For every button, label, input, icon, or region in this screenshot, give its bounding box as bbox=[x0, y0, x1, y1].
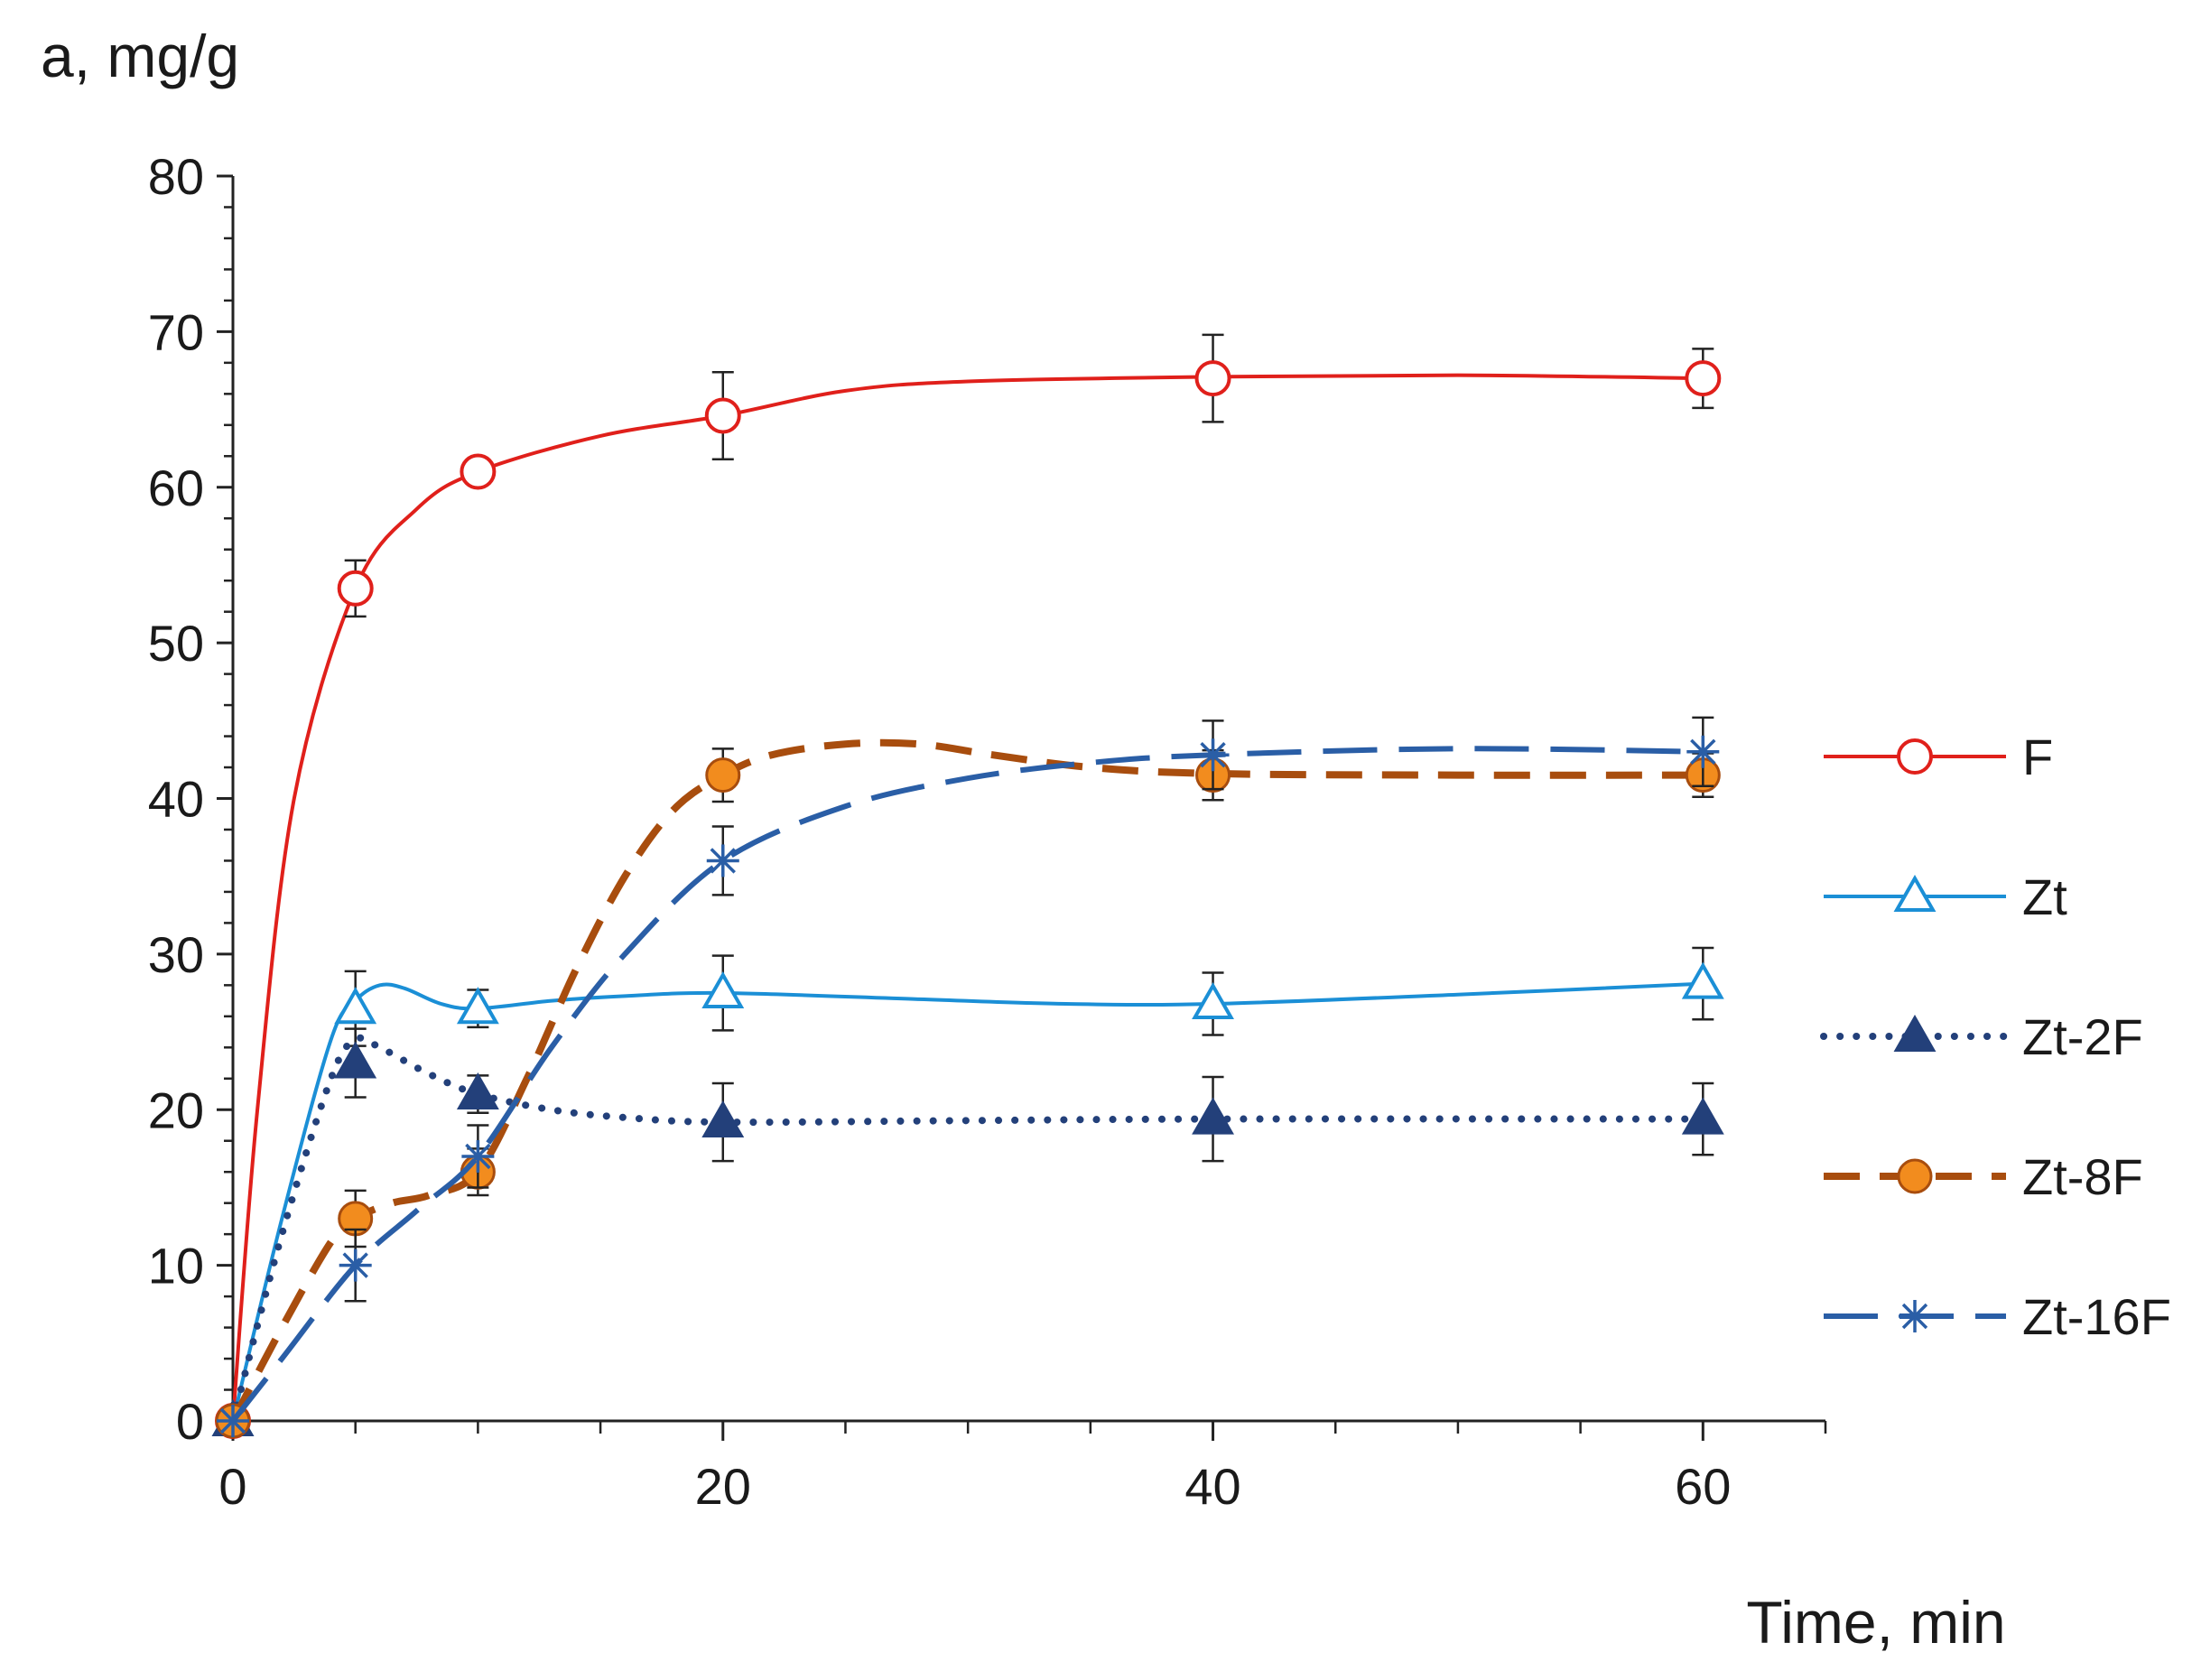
axes: 0 10 20 30 40 50 60 70 80 0 20 40 60 bbox=[148, 148, 1827, 1515]
data-point bbox=[460, 453, 497, 490]
y-tick-label: 50 bbox=[148, 615, 204, 672]
series-line bbox=[230, 746, 1704, 1423]
data-point bbox=[1192, 982, 1234, 1020]
x-tick-label: 0 bbox=[218, 1458, 246, 1515]
y-tick-label: 0 bbox=[176, 1393, 204, 1450]
data-point bbox=[1681, 961, 1724, 999]
series-zt-8f bbox=[215, 738, 1721, 1439]
data-point bbox=[1681, 1097, 1724, 1135]
series-line bbox=[231, 373, 1704, 1422]
x-tick-label: 20 bbox=[695, 1458, 751, 1515]
data-point bbox=[334, 987, 377, 1025]
legend-marker bbox=[1897, 1158, 1933, 1194]
legend-item-zt-8f: Zt-8F bbox=[1824, 1148, 2143, 1205]
data-point bbox=[456, 1072, 499, 1110]
data-point bbox=[704, 397, 741, 434]
y-tick-label: 20 bbox=[148, 1081, 204, 1138]
legend-marker bbox=[1897, 738, 1933, 775]
legend-label: Zt-16F bbox=[2022, 1288, 2171, 1345]
y-tick-label: 40 bbox=[148, 771, 204, 828]
y-tick-label: 10 bbox=[148, 1238, 204, 1295]
y-axis-title: a, mg/g bbox=[41, 23, 239, 89]
data-point bbox=[337, 570, 374, 607]
data-point bbox=[334, 1041, 377, 1079]
data-point bbox=[456, 987, 499, 1025]
legend-label: Zt bbox=[2022, 868, 2067, 925]
series-line bbox=[229, 738, 1704, 1423]
data-point bbox=[1196, 738, 1230, 772]
data-point bbox=[461, 1139, 495, 1173]
legend-item-zt: Zt bbox=[1824, 868, 2067, 925]
legend-label: F bbox=[2022, 729, 2053, 785]
y-tick-label: 70 bbox=[148, 303, 204, 360]
legend-item-zt-2f: Zt-2F bbox=[1820, 1008, 2143, 1065]
legend-item-zt-16f: Zt-16F bbox=[1824, 1288, 2171, 1345]
data-point bbox=[217, 1405, 249, 1437]
series-layer bbox=[211, 333, 1724, 1439]
legend-marker bbox=[1893, 874, 1937, 912]
data-point bbox=[706, 844, 739, 877]
data-point bbox=[1192, 1097, 1234, 1135]
legend: F Zt Zt-2F Zt-8F Zt-16F bbox=[1820, 729, 2171, 1345]
data-point bbox=[701, 970, 745, 1008]
legend-item-f: F bbox=[1824, 729, 2053, 785]
series-zt-2f bbox=[211, 1027, 1724, 1436]
x-tick-label: 40 bbox=[1184, 1458, 1240, 1515]
series-line bbox=[231, 981, 1704, 1422]
legend-label: Zt-8F bbox=[2022, 1148, 2143, 1205]
x-axis-title: Time, min bbox=[1746, 1589, 2005, 1656]
series-line bbox=[229, 1034, 1707, 1425]
y-tick-label: 30 bbox=[148, 926, 204, 983]
x-tick-label: 60 bbox=[1675, 1458, 1731, 1515]
data-point bbox=[339, 1248, 372, 1282]
data-point bbox=[1194, 360, 1231, 397]
legend-marker bbox=[1893, 1014, 1937, 1052]
legend-marker bbox=[1899, 1300, 1931, 1332]
series-f bbox=[215, 333, 1722, 1439]
y-tick-label: 60 bbox=[148, 459, 204, 516]
data-point bbox=[701, 1100, 745, 1138]
series-zt-16f bbox=[217, 716, 1720, 1437]
legend-label: Zt-2F bbox=[2022, 1008, 2143, 1065]
data-point bbox=[1686, 735, 1720, 768]
y-tick-label: 80 bbox=[148, 148, 204, 205]
data-point bbox=[705, 757, 741, 794]
data-point bbox=[1685, 360, 1722, 397]
